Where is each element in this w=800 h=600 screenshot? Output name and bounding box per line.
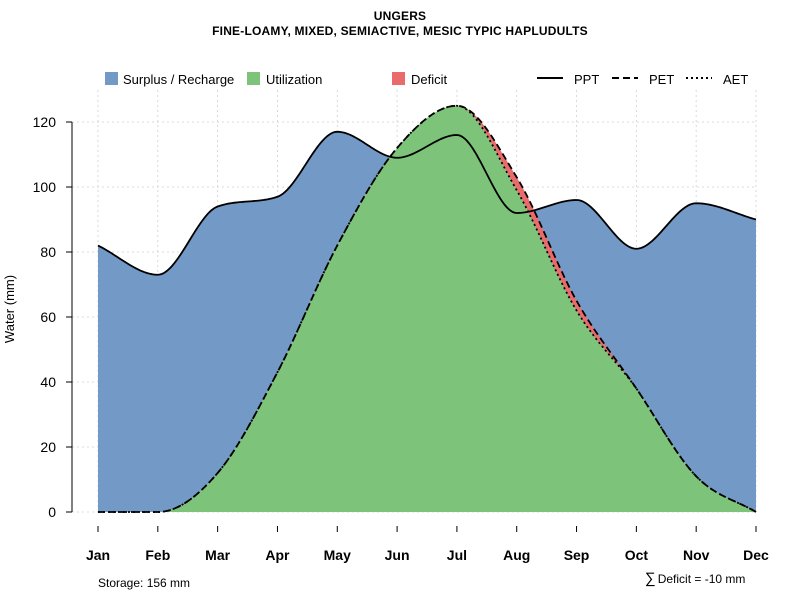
- legend-label-surplus: Surplus / Recharge: [123, 72, 234, 87]
- deficit-sum-value: Deficit = -10 mm: [657, 572, 746, 586]
- legend-swatch-utilization: [247, 72, 260, 85]
- series-lines: [97, 104, 757, 513]
- chart-title: UNGERS: [373, 9, 427, 23]
- chart-areas: [98, 105, 756, 512]
- x-tick-label: Sep: [564, 547, 590, 563]
- x-tick-label: Dec: [743, 547, 769, 563]
- x-tick-label: Jun: [385, 547, 410, 563]
- y-tick-label: 0: [48, 504, 56, 520]
- y-axis-label: Water (mm): [2, 275, 17, 343]
- x-tick-label: Jan: [86, 547, 110, 563]
- x-tick-label: Oct: [625, 547, 649, 563]
- axes: 0 20 40 60 80 100 120 Jan Feb Mar Apr May Jun Jul Aug S…: [33, 114, 769, 563]
- series-line-pet: [98, 104, 757, 513]
- area-utilization: [98, 105, 756, 512]
- legend-label-utilization: Utilization: [266, 72, 322, 87]
- legend-label-pet: PET: [649, 72, 674, 87]
- y-tick-label: 120: [33, 114, 57, 130]
- legend-swatch-deficit: [392, 72, 405, 85]
- y-tick-label: 20: [40, 439, 56, 455]
- legend-swatch-surplus: [105, 72, 118, 85]
- x-tick-label: Feb: [145, 547, 170, 563]
- x-tick-label: Nov: [683, 547, 710, 563]
- storage-note: Storage: 156 mm: [98, 576, 191, 590]
- y-tick-label: 80: [40, 244, 56, 260]
- x-tick-label: Jul: [447, 547, 467, 563]
- x-tick-label: Aug: [503, 547, 530, 563]
- x-tick-label: Apr: [265, 547, 290, 563]
- x-tick-label: Mar: [205, 547, 230, 563]
- deficit-sum-note: ∑ Deficit = -10 mm: [645, 570, 745, 587]
- y-tick-label: 60: [40, 309, 56, 325]
- y-tick-label: 100: [33, 179, 57, 195]
- x-tick-label: May: [324, 547, 351, 563]
- legend: Surplus / Recharge Utilization Deficit P…: [105, 72, 748, 87]
- y-tick-label: 40: [40, 374, 56, 390]
- legend-label-ppt: PPT: [574, 72, 599, 87]
- chart-subtitle: FINE-LOAMY, MIXED, SEMIACTIVE, MESIC TYP…: [212, 24, 588, 38]
- sum-icon: ∑: [645, 570, 656, 587]
- legend-label-aet: AET: [723, 72, 748, 87]
- series-line-ppt: [97, 130, 757, 276]
- legend-label-deficit: Deficit: [411, 72, 448, 87]
